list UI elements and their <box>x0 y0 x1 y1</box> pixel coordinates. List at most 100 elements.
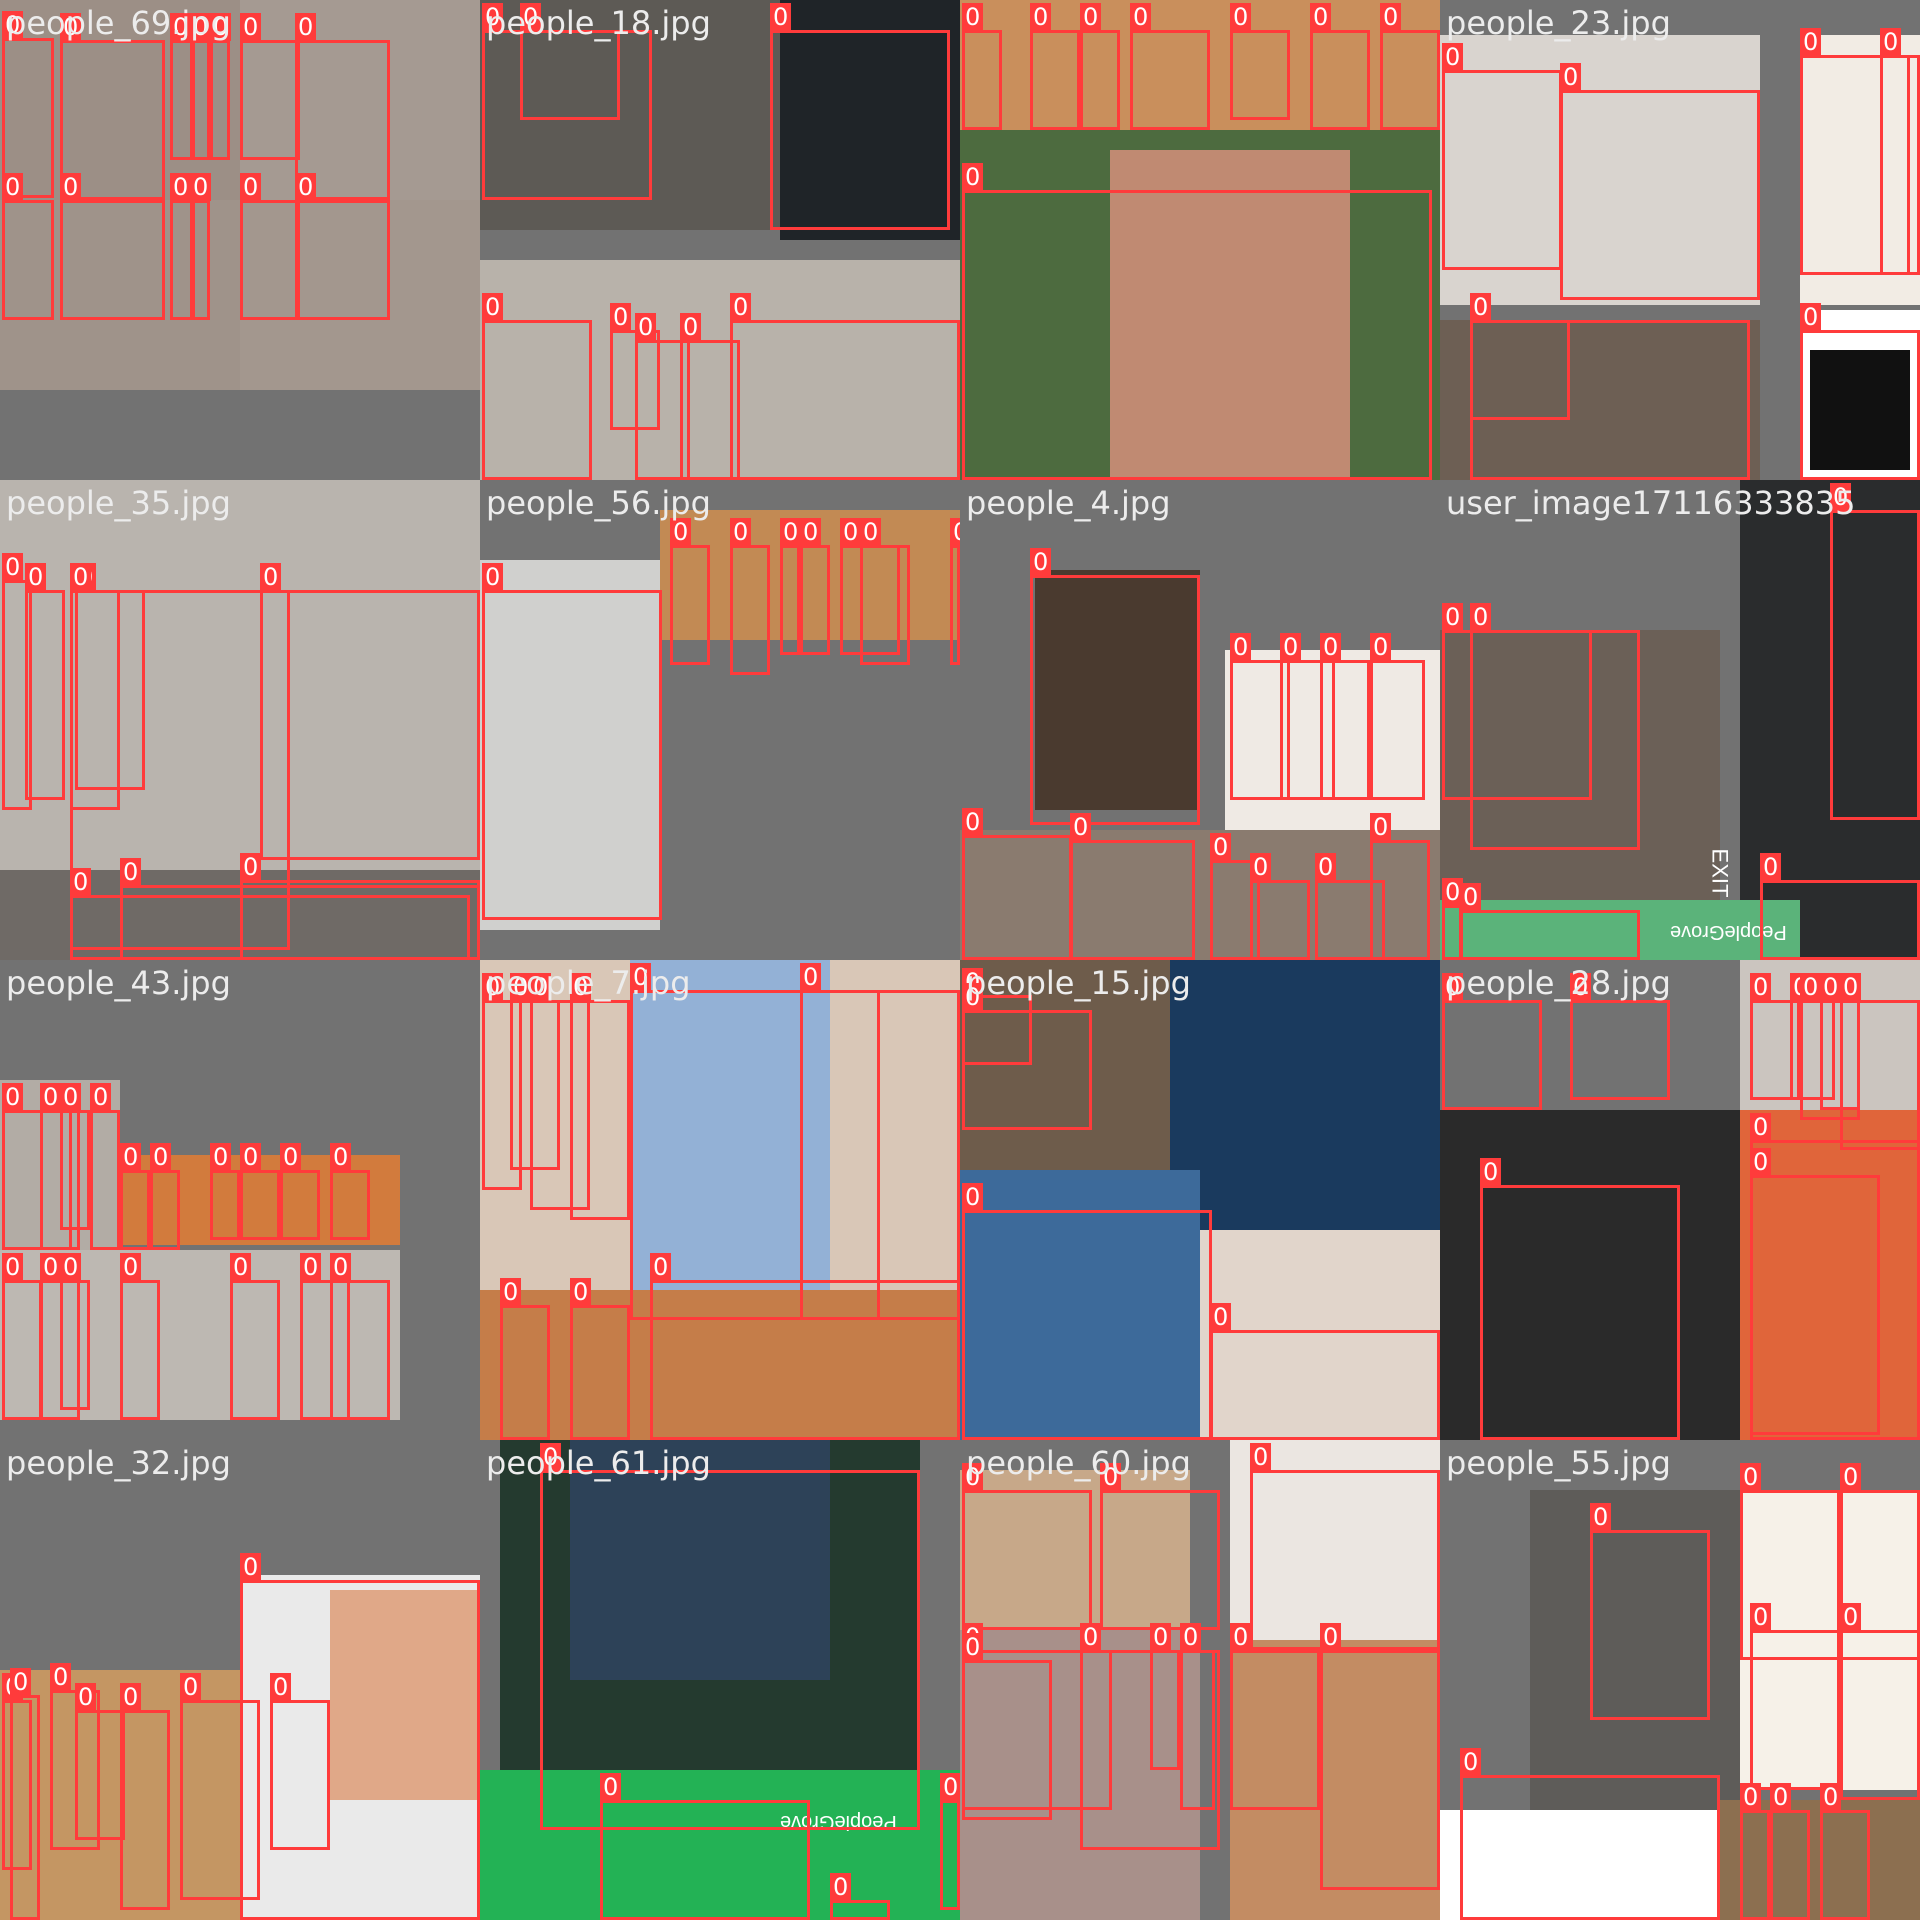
class-label: 0 <box>540 1443 562 1471</box>
photo-region <box>480 560 660 930</box>
detection-box: 0 <box>1180 1623 1215 1810</box>
detection-box: 0 <box>680 313 740 480</box>
detection-box: 0 <box>1210 1303 1440 1440</box>
detection-box: 0 <box>730 518 770 675</box>
class-label: 0 <box>240 13 262 41</box>
class-label: 0 <box>2 553 24 581</box>
tile-filename: people_61.jpg <box>486 1444 711 1482</box>
mosaic-tile: 0 0 0 0 0 0 0 0 0 people_55.jpg <box>1440 1440 1920 1920</box>
class-label: 0 <box>1750 1148 1772 1176</box>
class-label: 0 <box>1030 548 1052 576</box>
detection-box: 0 <box>830 1873 890 1920</box>
class-label: 0 <box>1570 973 1592 1001</box>
photo-region <box>1440 320 1760 480</box>
class-label: 0 <box>1460 883 1482 911</box>
class-label: 0 <box>170 173 192 201</box>
detection-box: 0 <box>1460 1748 1720 1920</box>
photo-region <box>1230 1640 1440 1920</box>
class-label: 0 <box>2 1083 24 1111</box>
class-label: 0 <box>1070 813 1092 841</box>
class-label: 0 <box>120 1143 142 1171</box>
class-label: 0 <box>210 1143 232 1171</box>
exit-sign-text: EXIT <box>1707 848 1733 898</box>
detection-box: 0 <box>1230 633 1290 800</box>
class-label: 0 <box>962 1633 984 1661</box>
tile-filename: people_35.jpg <box>6 484 231 522</box>
class-label: 0 <box>70 868 92 896</box>
tile-filename: people_18.jpg <box>486 4 711 42</box>
class-label: 0 <box>1180 1623 1202 1651</box>
tile-filename: people_55.jpg <box>1446 1444 1671 1482</box>
tile-filename: people_43.jpg <box>6 964 231 1002</box>
detection-box: 0 <box>1280 633 1335 800</box>
photo-region <box>1035 570 1200 810</box>
class-label: 0 <box>770 3 792 31</box>
class-label: 0 <box>1320 633 1342 661</box>
class-label: 0 <box>500 1278 522 1306</box>
class-label: 0 <box>1800 28 1822 56</box>
detection-box: 0 <box>70 563 290 950</box>
class-label: 0 <box>10 1668 32 1696</box>
detection-box: 0 <box>120 1683 170 1910</box>
class-label: 0 <box>1442 973 1464 1001</box>
mosaic-tile: 0 0 0 0 0 0 0 0 people_18.jpg <box>480 0 960 480</box>
detection-box: 0 <box>1880 28 1920 275</box>
mosaic-tile: 0 0 0 0 0 0 0 0 0 0 0 0 0 0 0 0 0 people_43.jpg <box>0 960 480 1440</box>
detection-box: 0 <box>1590 1503 1710 1720</box>
class-label: 0 <box>860 518 882 546</box>
detection-box: 0 <box>570 973 630 1220</box>
mosaic-tile: 0 0 0 0 0 0 0 0 0 0 0 0 0 people_69.jpg <box>0 0 480 480</box>
class-label: 0 <box>1760 853 1782 881</box>
detection-box: 0 <box>330 1143 370 1240</box>
detection-box: 0 <box>1370 813 1430 960</box>
class-label: 0 <box>190 173 212 201</box>
class-label: 0 <box>190 13 212 41</box>
detection-box: 0 <box>240 1553 480 1920</box>
class-label: 0 <box>962 1463 984 1491</box>
class-label: 0 <box>1750 1113 1772 1141</box>
detection-box: 0 <box>240 853 480 960</box>
detection-box: 0 <box>60 1253 90 1410</box>
class-label: 0 <box>40 1083 62 1111</box>
photo-region <box>480 1770 960 1920</box>
detection-box: 0 <box>1442 973 1542 1110</box>
class-label: 0 <box>482 3 504 31</box>
detection-box: 0 <box>1570 973 1670 1100</box>
photo-region <box>1110 150 1350 480</box>
class-label: 0 <box>840 518 862 546</box>
photo-region <box>960 830 1440 960</box>
class-label: 0 <box>600 1773 622 1801</box>
detection-box: 0 <box>75 1683 125 1840</box>
detection-box: 0 <box>1760 853 1920 960</box>
mosaic-tile: 0 0 0 0 0 0 0 0 0 people_7.jpg <box>480 960 960 1440</box>
tile-filename: people_23.jpg <box>1446 4 1671 42</box>
detection-box: 0 <box>1370 633 1425 800</box>
photo-region <box>1170 960 1440 1230</box>
class-label: 0 <box>1230 3 1252 31</box>
class-label: 0 <box>830 1873 852 1901</box>
class-label: 0 <box>1560 63 1582 91</box>
mosaic-tile: 0 0 0 0 0 0 0 0 0 0 0 people_4.jpg <box>960 480 1440 960</box>
class-label: 0 <box>50 1663 72 1691</box>
class-label: 0 <box>60 13 82 41</box>
class-label: 0 <box>170 13 192 41</box>
class-label: 0 <box>1210 833 1232 861</box>
class-label: 0 <box>2 1253 24 1281</box>
class-label: 0 <box>962 163 984 191</box>
detection-box: 0 <box>1740 1783 1770 1920</box>
class-label: 0 <box>730 518 752 546</box>
class-label: 0 <box>1442 878 1464 906</box>
class-label: 0 <box>1460 1748 1482 1776</box>
class-label: 0 <box>510 973 532 1001</box>
detection-box: 0 <box>962 1183 1212 1440</box>
detection-box: 0 <box>1230 1623 1320 1810</box>
class-label: 0 <box>1310 3 1332 31</box>
class-label: 0 <box>962 808 984 836</box>
class-label: 0 <box>240 1553 262 1581</box>
detection-box: 0 <box>210 13 232 160</box>
detection-box: 0 <box>60 173 165 320</box>
class-label: 0 <box>780 518 802 546</box>
detection-box: 0 <box>190 13 212 160</box>
